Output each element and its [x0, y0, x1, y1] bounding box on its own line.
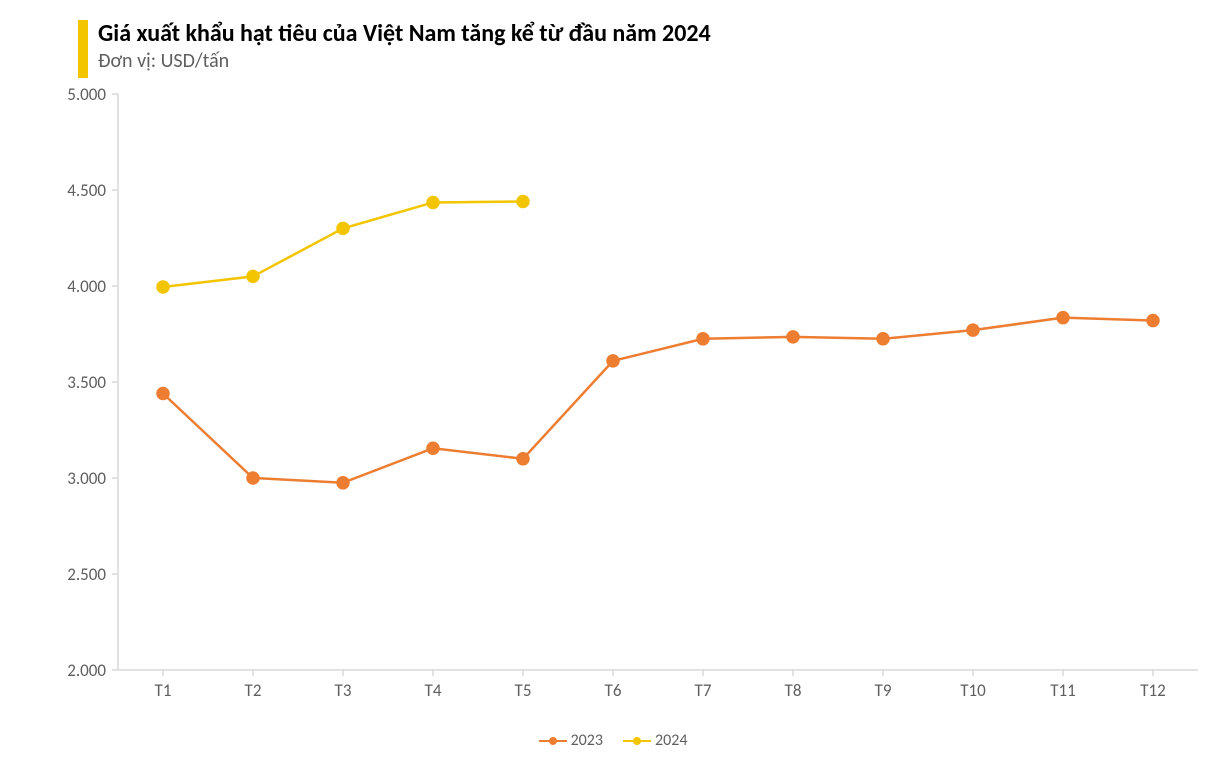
chart-plot-area: 2.000 2.500 3.000 3.500 4.000 4.500 5.000 T1 T2 T… — [58, 86, 1198, 726]
series-marker — [158, 388, 169, 399]
y-tick-label: 5.000 — [67, 86, 106, 105]
legend-swatch-icon — [623, 740, 651, 743]
x-tick-label: T11 — [1050, 680, 1076, 701]
accent-bar-icon — [78, 20, 88, 78]
x-tick-label: T10 — [960, 680, 986, 701]
legend-label: 2023 — [571, 731, 603, 750]
series-marker — [1058, 312, 1069, 323]
series-marker — [518, 196, 529, 207]
series-marker — [968, 325, 979, 336]
x-tick-label: T6 — [605, 680, 622, 701]
y-tick-label: 2.000 — [67, 660, 106, 681]
chart-container: Giá xuất khẩu hạt tiêu của Việt Nam tăng… — [0, 0, 1226, 782]
y-tick-label: 3.000 — [67, 468, 106, 489]
series-marker — [1148, 315, 1159, 326]
x-tick-label: T1 — [155, 680, 172, 701]
y-tick-label: 4.000 — [67, 276, 106, 297]
chart-subtitle: Đơn vị: USD/tấn — [98, 50, 711, 72]
x-tick-label: T5 — [515, 680, 532, 701]
title-block: Giá xuất khẩu hạt tiêu của Việt Nam tăng… — [78, 20, 1196, 78]
series-line — [163, 202, 523, 287]
series-marker — [428, 197, 439, 208]
legend-label: 2024 — [655, 731, 687, 750]
legend-marker-icon — [633, 737, 641, 745]
titles-group: Giá xuất khẩu hạt tiêu của Việt Nam tăng… — [98, 20, 711, 72]
x-tick-label: T2 — [245, 680, 262, 701]
series-marker — [428, 443, 439, 454]
series-line — [163, 318, 1153, 483]
legend-swatch-icon — [539, 740, 567, 743]
legend-item: 2023 — [539, 731, 603, 750]
series-marker — [608, 355, 619, 366]
x-tick-label: T8 — [785, 680, 802, 701]
series-marker — [158, 281, 169, 292]
x-tick-label: T7 — [695, 680, 712, 701]
x-tick-label: T3 — [335, 680, 352, 701]
series-marker — [878, 333, 889, 344]
series-marker — [518, 453, 529, 464]
x-tick-label: T4 — [425, 680, 442, 701]
x-tick-label: T9 — [875, 680, 892, 701]
series-marker — [788, 331, 799, 342]
line-chart-svg: 2.000 2.500 3.000 3.500 4.000 4.500 5.000 T1 T2 T… — [58, 86, 1198, 726]
y-tick-label: 2.500 — [67, 564, 106, 585]
chart-title: Giá xuất khẩu hạt tiêu của Việt Nam tăng… — [98, 20, 711, 48]
series-marker — [698, 333, 709, 344]
y-tick-label: 3.500 — [67, 372, 106, 393]
series-marker — [338, 477, 349, 488]
series-marker — [338, 223, 349, 234]
chart-legend: 2023 2024 — [30, 728, 1196, 750]
legend-item: 2024 — [623, 731, 687, 750]
series-marker — [248, 271, 259, 282]
x-tick-label: T12 — [1140, 680, 1166, 701]
legend-marker-icon — [549, 737, 557, 745]
series-marker — [248, 473, 259, 484]
y-tick-label: 4.500 — [67, 180, 106, 201]
